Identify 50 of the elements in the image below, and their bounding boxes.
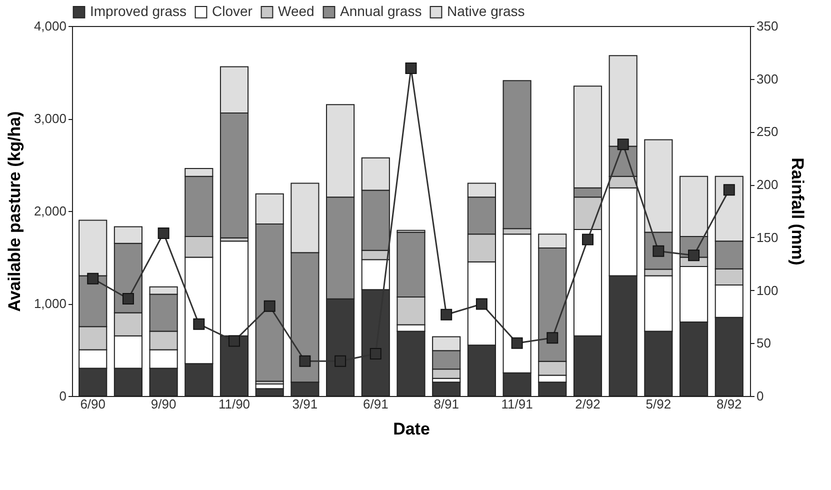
legend-label: Weed xyxy=(278,3,314,20)
point xyxy=(193,318,205,330)
y-tick-label: 4,000 xyxy=(34,18,66,34)
legend-label: Annual grass xyxy=(340,3,422,20)
y-axis-title: Available pasture (kg/ha) xyxy=(4,111,24,312)
point xyxy=(122,293,134,304)
y2-tick-label: 350 xyxy=(756,18,778,34)
x-axis-title: Date xyxy=(393,420,430,438)
y2-tick-label: 300 xyxy=(756,71,778,86)
point xyxy=(299,355,311,367)
point xyxy=(87,272,99,284)
y2-tick-label: 0 xyxy=(756,388,764,404)
point xyxy=(476,298,488,310)
y2-tick-label: 50 xyxy=(756,336,771,351)
bar xyxy=(432,382,461,396)
point xyxy=(158,227,170,239)
point xyxy=(334,355,346,367)
point xyxy=(582,234,594,246)
y2-tick-label: 150 xyxy=(756,230,778,245)
y-tick-label: 2,000 xyxy=(34,204,66,218)
point xyxy=(228,335,240,347)
x-tick-label: 8/91 xyxy=(434,396,460,412)
y-tick-label: 0 xyxy=(59,388,66,404)
x-tick-label: 2/92 xyxy=(575,396,600,412)
x-tick-label: 9/90 xyxy=(150,396,176,412)
point xyxy=(440,308,452,320)
legend-label: Native grass xyxy=(447,3,525,20)
y2-tick-label: 200 xyxy=(756,177,778,192)
legend-label: Improved grass xyxy=(90,3,186,20)
point xyxy=(688,250,700,262)
legend-label: Clover xyxy=(212,3,253,20)
point xyxy=(511,337,523,349)
y2-tick-label: 250 xyxy=(756,124,778,140)
point xyxy=(546,332,558,344)
x-tick-label: 11/90 xyxy=(218,396,250,412)
point xyxy=(405,62,417,74)
x-tick-label: 5/92 xyxy=(646,396,672,412)
x-tick-label: 11/91 xyxy=(501,396,533,412)
x-tick-label: 6/91 xyxy=(362,396,388,412)
point xyxy=(264,300,276,312)
x-tick-label: 3/91 xyxy=(292,396,318,412)
x-tick-label: 6/90 xyxy=(80,396,106,412)
y-tick-label: 1,000 xyxy=(34,296,66,311)
y-tick-label: 3,000 xyxy=(34,111,66,126)
y2-tick-label: 100 xyxy=(756,282,778,298)
point xyxy=(617,138,629,150)
y2-axis-title: Rainfall (mm) xyxy=(788,158,808,266)
point xyxy=(370,348,382,360)
point xyxy=(723,184,735,196)
x-tick-label: 8/92 xyxy=(716,396,742,412)
